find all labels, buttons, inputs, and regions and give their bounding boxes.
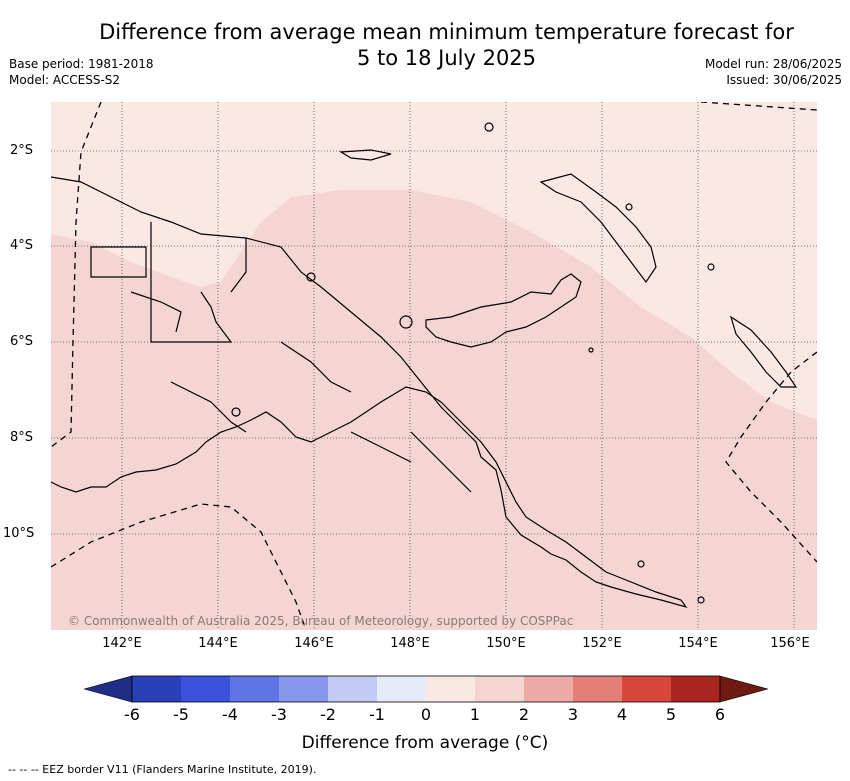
colorbar-tick: 5	[665, 705, 677, 724]
colorbar-segment	[426, 676, 475, 702]
title-line-1: Difference from average mean minimum tem…	[99, 20, 794, 44]
colorbar-tick: 2	[518, 705, 530, 724]
coastlines	[51, 122, 798, 609]
lat-label-2s: 2°S	[10, 143, 34, 158]
lon-label-142e: 142°E	[102, 636, 142, 651]
model-run: Model run: 28/06/2025	[704, 57, 842, 71]
lat-label-4s: 4°S	[10, 238, 34, 253]
model-name: Model: ACCESS-S2	[9, 73, 121, 87]
meta-right: Model run: 28/06/2025 Issued: 30/06/2025	[705, 56, 842, 88]
colorbar-tick: -6	[124, 705, 140, 724]
colorbar	[82, 675, 770, 709]
title-line-2: 5 to 18 July 2025	[356, 46, 537, 70]
colorbar-tick: 1	[469, 705, 481, 724]
colorbar-segment	[279, 676, 328, 702]
colorbar-segment	[475, 676, 524, 702]
lat-label-8s: 8°S	[10, 430, 34, 445]
colorbar-segment	[132, 676, 181, 702]
colorbar-segment	[622, 676, 671, 702]
colorbar-tick: -4	[222, 705, 238, 724]
colorbar-tick: 4	[616, 705, 628, 724]
colorbar-tick: -2	[320, 705, 336, 724]
colorbar-label: Difference from average (°C)	[301, 733, 549, 753]
colorbar-tick: 3	[567, 705, 579, 724]
colorbar-segment	[181, 676, 230, 702]
colorbar-tick: 6	[714, 705, 726, 724]
colorbar-tick: 0	[420, 705, 432, 724]
colorbar-segment	[328, 676, 377, 702]
lon-label-154e: 154°E	[678, 636, 718, 651]
lon-label-146e: 146°E	[294, 636, 334, 651]
issued-date: Issued: 30/06/2025	[726, 73, 842, 87]
eez-borders	[51, 102, 817, 630]
colorbar-extend-high	[719, 675, 770, 703]
colorbar-tick: -1	[369, 705, 385, 724]
map-panel	[51, 102, 817, 630]
colorbar-segment	[377, 676, 426, 702]
lon-label-156e: 156°E	[770, 636, 810, 651]
base-period: Base period: 1981-2018	[9, 57, 154, 71]
lon-label-152e: 152°E	[582, 636, 622, 651]
colorbar-segment	[671, 676, 720, 702]
map-credit: © Commonwealth of Australia 2025, Bureau…	[68, 614, 574, 628]
colorbar-segment	[573, 676, 622, 702]
lon-label-144e: 144°E	[198, 636, 238, 651]
colorbar-extend-low	[82, 675, 133, 703]
lat-label-10s: 10°S	[3, 526, 35, 541]
graticule	[51, 102, 817, 630]
colorbar-svg	[82, 675, 770, 703]
colorbar-tick: -3	[271, 705, 287, 724]
lon-label-150e: 150°E	[486, 636, 526, 651]
eez-note: -- -- -- EEZ border V11 (Flanders Marine…	[8, 763, 317, 776]
colorbar-segment	[230, 676, 279, 702]
lat-label-6s: 6°S	[10, 334, 34, 349]
lon-label-148e: 148°E	[390, 636, 430, 651]
map-svg	[51, 102, 817, 630]
map-title: Difference from average mean minimum tem…	[0, 19, 850, 71]
colorbar-tick: -5	[173, 705, 189, 724]
meta-left: Base period: 1981-2018 Model: ACCESS-S2	[9, 56, 154, 88]
colorbar-segment	[524, 676, 573, 702]
band-0-to-1	[51, 102, 817, 420]
